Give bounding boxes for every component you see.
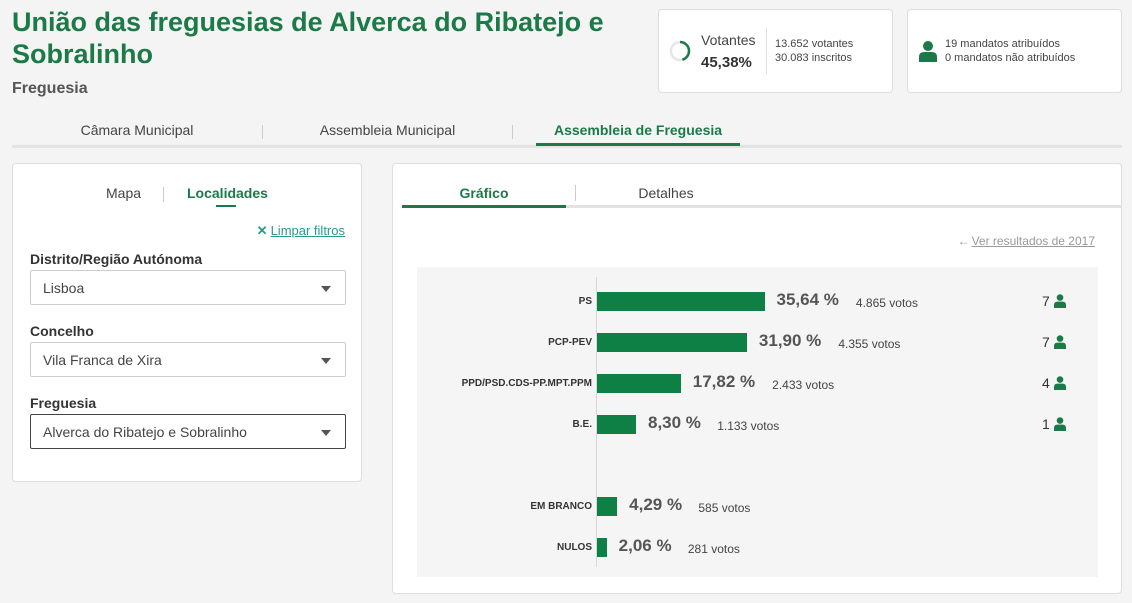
bar-votes: 4.865 votos (855, 296, 918, 310)
tab-detalhes[interactable]: Detalhes (638, 185, 694, 201)
person-icon (1054, 335, 1066, 349)
distrito-select[interactable]: Lisboa (30, 270, 346, 305)
bar-votes: 2.433 votos (772, 378, 835, 392)
turnout-ring-icon (669, 40, 691, 62)
distrito-value: Lisboa (43, 280, 85, 296)
previous-results-label: Ver resultados de 2017 (971, 234, 1095, 248)
concelho-label: Concelho (30, 323, 94, 339)
clear-filters-link[interactable]: ✕ Limpar filtros (257, 223, 345, 239)
chart-row-pcp-pev: PCP-PEV 31,90 % 4.355 votos 7 (417, 331, 1098, 355)
tab-separator (512, 125, 513, 139)
chart-row-nulos: NULOS 2,06 % 281 votos (417, 536, 1098, 560)
person-icon (1054, 294, 1066, 308)
person-icon (1054, 417, 1066, 431)
votantes-count: 13.652 votantes (775, 38, 854, 50)
person-icon (1054, 376, 1066, 390)
chart-row-ps: PS 35,64 % 4.865 votos 7 (417, 290, 1098, 314)
votantes-percentage: 45,38% (701, 54, 752, 71)
bar-label: PCP-PEV (548, 337, 592, 348)
tab-localidades[interactable]: Localidades (187, 185, 268, 201)
bar-votes: 4.355 votos (838, 337, 901, 351)
page-title: União das freguesias de Alverca do Ribat… (12, 7, 604, 69)
active-tab-indicator (216, 205, 236, 207)
freguesia-label: Freguesia (30, 395, 97, 411)
seats-count: 7 (1042, 334, 1050, 350)
votantes-label: Votantes (701, 32, 756, 48)
bar-pcp-pev (597, 333, 747, 352)
close-icon: ✕ (256, 223, 268, 238)
mandatos-atribuidos: 19 mandatos atribuídos (945, 38, 1060, 50)
chart-row-em-branco: EM BRANCO 4,29 % 585 votos (417, 495, 1098, 519)
tab-grafico[interactable]: Gráfico (459, 185, 509, 201)
bar-percentage: 2,06 % (618, 536, 672, 555)
arrow-left-icon: ← (957, 234, 970, 248)
tab-separator (575, 185, 576, 201)
votantes-stats: 13.652 votantes 30.083 inscritos (775, 37, 853, 65)
distrito-label: Distrito/Região Autónoma (30, 251, 203, 267)
mandatos-nao-atribuidos: 0 mandatos não atribuídos (945, 52, 1076, 64)
tabs-baseline (402, 205, 1122, 208)
freguesia-value: Alverca do Ribatejo e Sobralinho (43, 424, 247, 440)
seats-count: 7 (1042, 293, 1050, 309)
bar-label: PS (578, 296, 592, 307)
page-subtitle: Freguesia (12, 80, 88, 97)
bar-votes: 1.133 votos (717, 419, 780, 433)
chevron-down-icon (321, 430, 331, 436)
concelho-select[interactable]: Vila Franca de Xira (30, 342, 346, 377)
active-tab-indicator (402, 205, 566, 208)
tab-assembleia-municipal[interactable]: Assembleia Municipal (319, 122, 456, 138)
chart-row-b-e: B.E. 8,30 % 1.133 votos 1 (417, 413, 1098, 437)
seats-count: 1 (1042, 416, 1050, 432)
bar-ps (597, 292, 765, 311)
bar-em-branco (597, 497, 618, 516)
bar-percentage: 4,29 % (629, 495, 683, 514)
divider (766, 28, 767, 74)
mandatos-card: 19 mandatos atribuídos 0 mandatos não at… (907, 9, 1122, 93)
bar-label: EM BRANCO (530, 501, 592, 512)
inscritos-count: 30.083 inscritos (775, 52, 853, 64)
tab-mapa[interactable]: Mapa (106, 185, 142, 201)
person-icon (919, 41, 937, 62)
chart-row-ppd-psd-cds-pp-mpt-ppm: PPD/PSD.CDS-PP.MPT.PPM 17,82 % 2.433 votos… (417, 372, 1098, 396)
active-tab-indicator (536, 143, 740, 146)
bar-percentage: 31,90 % (758, 331, 822, 350)
tab-assembleia-de-freguesia[interactable]: Assembleia de Freguesia (553, 122, 723, 138)
bar-label: PPD/PSD.CDS-PP.MPT.PPM (461, 378, 592, 389)
concelho-value: Vila Franca de Xira (43, 352, 162, 368)
clear-filters-label: Limpar filtros (270, 223, 345, 238)
bar-votes: 585 votos (698, 501, 751, 515)
chevron-down-icon (321, 286, 331, 292)
bar-nulos (597, 538, 607, 557)
bar-percentage: 8,30 % (648, 413, 701, 432)
freguesia-select[interactable]: Alverca do Ribatejo e Sobralinho (30, 414, 346, 449)
tab-camara-municipal[interactable]: Câmara Municipal (80, 122, 194, 138)
election-tabs: Câmara Municipal Assembleia Municipal As… (12, 118, 1122, 148)
seats-count: 4 (1042, 375, 1050, 391)
bar-percentage: 17,82 % (692, 372, 756, 391)
results-panel: Gráfico Detalhes ← Ver resultados de 2017… (392, 163, 1122, 594)
bar-percentage: 35,64 % (776, 290, 839, 309)
votantes-card: Votantes 45,38% 13.652 votantes 30.083 i… (658, 9, 893, 93)
results-bar-chart: PS 35,64 % 4.865 votos 7 PCP-PEV 31,90 % 4.355… (417, 267, 1098, 577)
bar-label: NULOS (557, 542, 592, 553)
bar-votes: 281 votos (687, 542, 740, 556)
tab-separator (262, 125, 263, 139)
bar-label: B.E. (572, 419, 592, 430)
filters-panel: Mapa Localidades ✕ Limpar filtros Distrit… (12, 163, 362, 482)
bar-b-e (597, 415, 636, 434)
previous-results-link[interactable]: ← Ver resultados de 2017 (958, 234, 1095, 248)
mandatos-stats: 19 mandatos atribuídos 0 mandatos não at… (945, 37, 1075, 65)
bar-ppd-psd-cds-pp-mpt-ppm (597, 374, 681, 393)
chevron-down-icon (321, 358, 331, 364)
chart-axis (596, 277, 597, 567)
tab-separator (163, 187, 164, 202)
